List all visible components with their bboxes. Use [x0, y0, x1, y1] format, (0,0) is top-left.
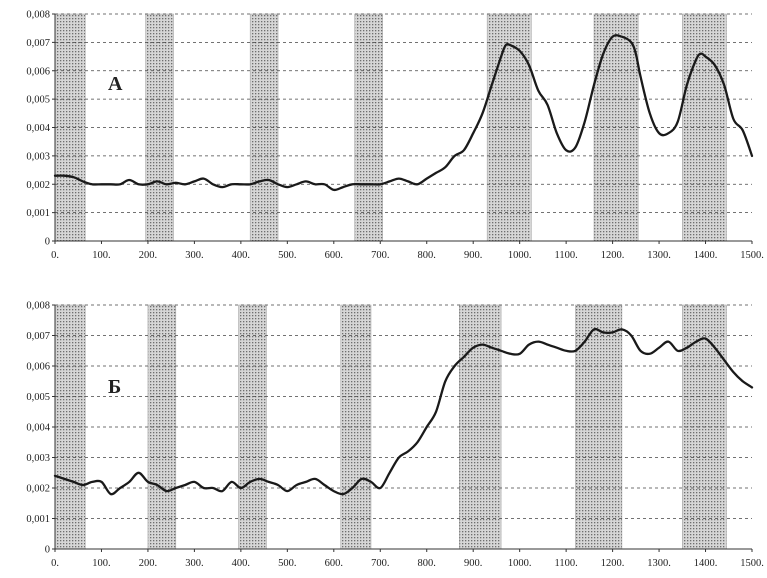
- y-tick-label: 0,001: [26, 208, 50, 219]
- y-tick-label: 0,006: [26, 66, 50, 77]
- y-tick-label: 0,007: [26, 38, 50, 49]
- panel-label: Б: [108, 376, 121, 398]
- y-tick-label: 0,005: [26, 392, 50, 403]
- y-tick-label: 0,001: [26, 514, 50, 525]
- y-tick-label: 0,004: [26, 123, 50, 134]
- y-tick-label: 0,008: [26, 10, 50, 21]
- y-tick-label: 0: [45, 237, 50, 248]
- x-tick-label: 1500.: [740, 250, 764, 261]
- x-tick-label: 500.: [278, 558, 296, 569]
- x-tick-label: 900.: [464, 250, 482, 261]
- x-tick-label: 1000.: [508, 558, 532, 569]
- chart-panel-b: 0 0,001 0,002 0,003 0,004 0,005 0,006 0,007 0,00…: [26, 301, 763, 570]
- x-tick-label: 1400.: [694, 250, 718, 261]
- x-tick-label: 500.: [278, 250, 296, 261]
- series-line: [53, 327, 754, 496]
- y-tick-label: 0,008: [26, 301, 50, 312]
- y-tick-label: 0: [45, 545, 50, 556]
- series-line: [53, 34, 754, 192]
- x-tick-label: 200.: [139, 558, 157, 569]
- x-tick-label: 1300.: [647, 250, 671, 261]
- y-tick-label: 0,007: [26, 331, 50, 342]
- x-tick-label: 600.: [325, 250, 343, 261]
- x-tick-label: 1200.: [601, 558, 625, 569]
- x-tick-label: 100.: [92, 558, 110, 569]
- x-tick-label: 300.: [185, 558, 203, 569]
- chart-panel-a: 0 0,001 0,002 0,003 0,004 0,005 0,006 0,007 0,00…: [26, 10, 763, 262]
- x-tick-label: 800.: [418, 250, 436, 261]
- y-tick-label: 0,004: [26, 423, 50, 434]
- x-tick-label: 800.: [418, 558, 436, 569]
- x-tick-label: 700.: [371, 558, 389, 569]
- x-tick-label: 1100.: [555, 250, 578, 261]
- y-tick-label: 0,002: [26, 484, 50, 495]
- y-tick-label: 0,002: [26, 180, 50, 191]
- x-tick-label: 1500.: [740, 558, 764, 569]
- x-tick-label: 1200.: [601, 250, 625, 261]
- x-tick-label: 100.: [92, 250, 110, 261]
- y-tick-label: 0,006: [26, 362, 50, 373]
- y-tick-label: 0,003: [26, 453, 50, 464]
- x-tick-label: 600.: [325, 558, 343, 569]
- x-tick-label: 200.: [139, 250, 157, 261]
- x-tick-label: 900.: [464, 558, 482, 569]
- y-tick-label: 0,005: [26, 95, 50, 106]
- x-tick-label: 400.: [232, 250, 250, 261]
- x-tick-label: 0.: [51, 558, 59, 569]
- x-tick-label: 1300.: [647, 558, 671, 569]
- panel-label: А: [108, 73, 123, 95]
- x-tick-label: 700.: [371, 250, 389, 261]
- x-tick-label: 400.: [232, 558, 250, 569]
- x-tick-label: 1100.: [555, 558, 578, 569]
- y-tick-label: 0,003: [26, 151, 50, 162]
- x-tick-label: 1000.: [508, 250, 532, 261]
- x-tick-label: 300.: [185, 250, 203, 261]
- x-tick-label: 1400.: [694, 558, 718, 569]
- x-tick-label: 0.: [51, 250, 59, 261]
